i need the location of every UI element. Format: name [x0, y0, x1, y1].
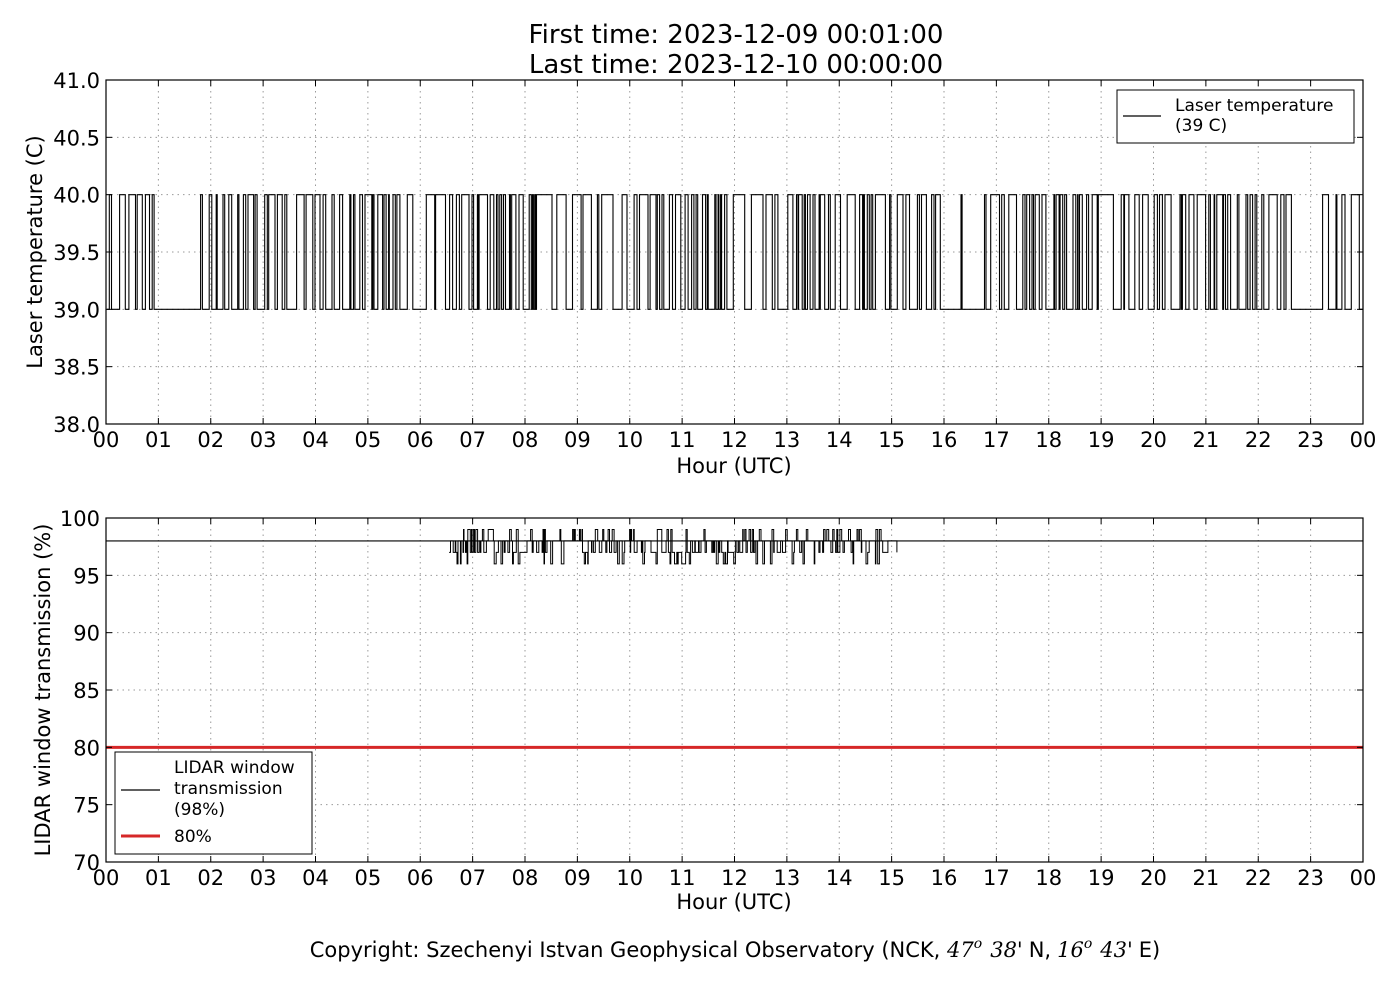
lidar-transmission-series — [106, 529, 1363, 749]
laser-y-tick-label: 39.0 — [53, 298, 100, 322]
laser-x-tick-label: 09 — [564, 428, 591, 452]
laser-legend: Laser temperature (39 C) — [1116, 89, 1355, 144]
laser-x-tick-label: 05 — [355, 428, 382, 452]
lidar-x-tick-label: 18 — [1035, 866, 1062, 890]
laser-temperature-panel: 00 01 02 03 04 05 06 07 08 09 10 11 12 13 14 15 16 17 18 19… — [23, 69, 1376, 478]
lidar-x-tick-label: 12 — [721, 866, 748, 890]
laser-temperature-line — [107, 194, 1364, 310]
longitude-hemisphere: E) — [1139, 938, 1160, 962]
lidar-x-tick-label: 19 — [1088, 866, 1115, 890]
lidar-x-tick-label: 23 — [1297, 866, 1324, 890]
lidar-x-tick-label: 09 — [564, 866, 591, 890]
laser-x-tick-label: 18 — [1035, 428, 1062, 452]
latitude-degrees: 47 — [946, 938, 974, 962]
lidar-legend-label-3: (98%) — [174, 800, 225, 820]
laser-y-tick-label: 39.5 — [53, 241, 100, 265]
laser-y-axis-label: Laser temperature (C) — [23, 135, 47, 368]
lidar-y-tick-label: 85 — [73, 679, 100, 703]
lidar-x-tick-label: 16 — [931, 866, 958, 890]
lidar-x-tick-label: 15 — [878, 866, 905, 890]
longitude-minutes: 43' — [1099, 938, 1133, 962]
longitude-degrees: 16 — [1057, 938, 1084, 962]
laser-x-tick-label: 03 — [250, 428, 277, 452]
lidar-y-tick-label: 95 — [73, 564, 100, 588]
laser-x-tick-label: 14 — [826, 428, 853, 452]
lidar-x-tick-label: 04 — [302, 866, 329, 890]
laser-x-tick-label: 08 — [512, 428, 539, 452]
laser-x-tick-label: 12 — [721, 428, 748, 452]
lidar-legend-label-1: LIDAR window — [174, 758, 295, 778]
lidar-x-tick-label: 03 — [250, 866, 277, 890]
lidar-legend-label-2: transmission — [174, 779, 283, 799]
laser-y-tick-label: 38.0 — [53, 413, 100, 437]
laser-y-tick-label: 38.5 — [53, 356, 100, 380]
latitude-degree-symbol: o — [974, 936, 982, 952]
lidar-x-axis-label: Hour (UTC) — [676, 890, 791, 914]
lidar-transmission-fluctuation-line — [449, 529, 898, 565]
lidar-y-axis-label: LIDAR window transmission (%) — [31, 524, 55, 857]
lidar-x-tick-label: 10 — [616, 866, 643, 890]
lidar-x-tick-label: 05 — [355, 866, 382, 890]
laser-x-axis-label: Hour (UTC) — [676, 454, 791, 478]
laser-x-tick-label: 00 — [1350, 428, 1377, 452]
lidar-y-tick-label: 75 — [73, 794, 100, 818]
lidar-x-tick-label: 02 — [197, 866, 224, 890]
lidar-ticks: 00 01 02 03 04 05 06 07 08 09 10 11 12 13 14 15 16 17 18 19… — [60, 507, 1376, 890]
laser-x-tick-label: 16 — [931, 428, 958, 452]
lidar-y-tick-label: 100 — [60, 507, 100, 531]
laser-x-tick-label: 23 — [1297, 428, 1324, 452]
laser-x-tick-label: 07 — [459, 428, 486, 452]
title-line-2: Last time: 2023-12-10 00:00:00 — [529, 50, 943, 80]
laser-x-tick-label: 21 — [1193, 428, 1220, 452]
copyright-text: Copyright: Szechenyi Istvan Geophysical … — [310, 936, 1160, 962]
lidar-x-tick-label: 17 — [983, 866, 1010, 890]
lidar-y-tick-label: 90 — [73, 622, 100, 646]
laser-legend-label-1: Laser temperature — [1175, 96, 1333, 116]
threshold-legend-label: 80% — [174, 827, 212, 847]
lidar-x-tick-label: 20 — [1140, 866, 1167, 890]
lidar-x-tick-label: 13 — [774, 866, 801, 890]
longitude-degree-symbol: o — [1084, 936, 1092, 952]
laser-x-tick-label: 13 — [774, 428, 801, 452]
laser-x-tick-label: 20 — [1140, 428, 1167, 452]
laser-x-tick-label: 04 — [302, 428, 329, 452]
laser-temperature-series — [107, 194, 1364, 310]
laser-x-tick-label: 06 — [407, 428, 434, 452]
laser-x-tick-label: 02 — [197, 428, 224, 452]
lidar-x-tick-label: 14 — [826, 866, 853, 890]
lidar-grid — [106, 518, 1363, 862]
lidar-x-tick-label: 07 — [459, 866, 486, 890]
title-line-1: First time: 2023-12-09 00:01:00 — [529, 20, 944, 50]
laser-y-tick-label: 40.0 — [53, 184, 100, 208]
latitude-minutes: 38' — [990, 938, 1023, 962]
lidar-x-tick-label: 08 — [512, 866, 539, 890]
laser-x-tick-label: 01 — [145, 428, 172, 452]
laser-ticks: 00 01 02 03 04 05 06 07 08 09 10 11 12 13 14 15 16 17 18 19… — [53, 69, 1376, 452]
laser-x-tick-label: 22 — [1245, 428, 1272, 452]
laser-x-tick-label: 15 — [878, 428, 905, 452]
lidar-x-tick-label: 21 — [1193, 866, 1220, 890]
laser-y-tick-label: 41.0 — [53, 69, 100, 93]
lidar-x-tick-label: 06 — [407, 866, 434, 890]
laser-legend-label-2: (39 C) — [1175, 116, 1227, 136]
laser-x-tick-label: 19 — [1088, 428, 1115, 452]
lidar-x-tick-label: 11 — [669, 866, 696, 890]
laser-x-tick-label: 17 — [983, 428, 1010, 452]
laser-x-tick-label: 10 — [616, 428, 643, 452]
lidar-x-tick-label: 22 — [1245, 866, 1272, 890]
lidar-y-tick-label: 80 — [73, 736, 100, 760]
laser-x-tick-label: 00 — [93, 428, 120, 452]
lidar-x-tick-label: 00 — [1350, 866, 1377, 890]
lidar-legend: LIDAR window transmission (98%) 80% — [114, 751, 313, 855]
lidar-transmission-panel: 00 01 02 03 04 05 06 07 08 09 10 11 12 13 14 15 16 17 18 19… — [31, 507, 1376, 914]
latitude-hemisphere: N, — [1029, 938, 1051, 962]
copyright-prefix: Copyright: Szechenyi Istvan Geophysical … — [310, 938, 947, 962]
lidar-x-tick-label: 01 — [145, 866, 172, 890]
lidar-x-tick-label: 00 — [93, 866, 120, 890]
laser-x-tick-label: 11 — [669, 428, 696, 452]
laser-y-tick-label: 40.5 — [53, 126, 100, 150]
lidar-y-tick-label: 70 — [73, 851, 100, 875]
